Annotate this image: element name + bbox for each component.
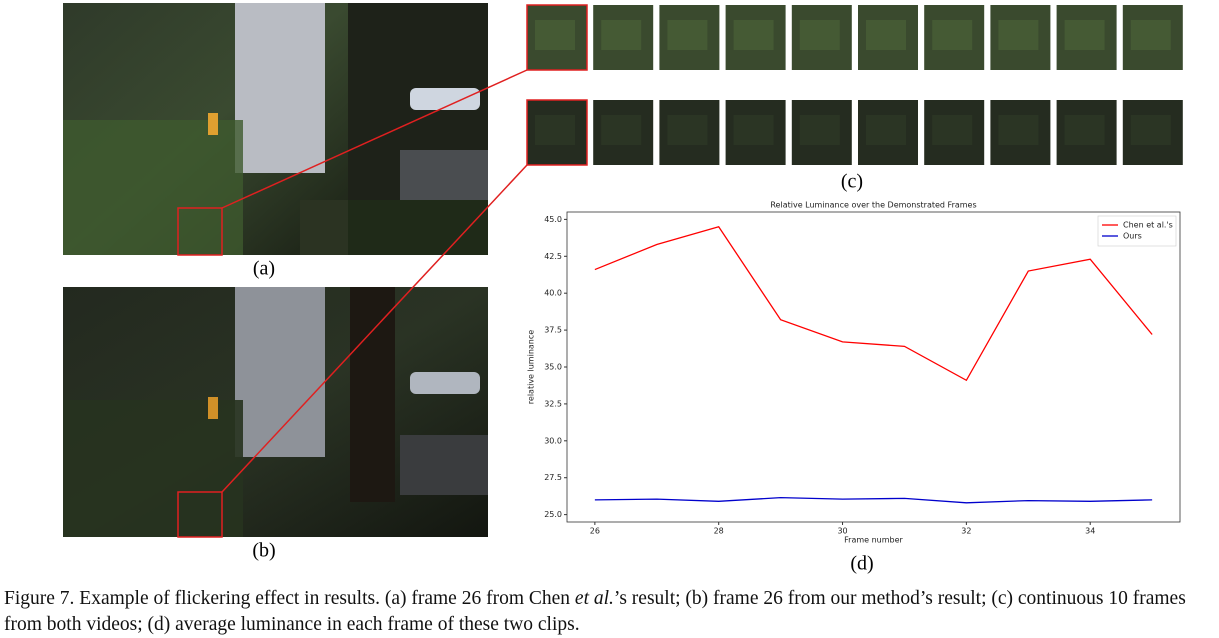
photo-b: [63, 287, 488, 537]
thumbnail-detail: [535, 20, 575, 50]
thumbnail-detail: [866, 115, 906, 145]
panel-label: (c): [841, 171, 863, 193]
legend-label: Chen et al.'s: [1123, 221, 1173, 230]
caption-italic: et al.: [574, 588, 614, 609]
thumbnail-detail: [733, 20, 774, 50]
caption: Figure 7. Example of flickering effect i…: [4, 586, 1216, 638]
x-tick-label: 30: [837, 527, 847, 536]
y-tick-label: 45.0: [544, 215, 562, 224]
connector: [221, 69, 528, 209]
thumbnail-detail: [601, 115, 642, 145]
y-tick-label: 32.5: [544, 399, 562, 408]
connector: [221, 164, 528, 493]
thumbnail-detail: [799, 115, 840, 145]
x-tick-label: 32: [961, 527, 971, 536]
x-axis-label: Frame number: [844, 536, 903, 545]
thumbnail-detail: [733, 115, 774, 145]
series-line: [594, 496, 1153, 504]
chart-title: Relative Luminance over the Demonstrated…: [770, 201, 976, 210]
thumbnail-detail: [667, 115, 708, 145]
caption-text: Figure 7. Example of flickering effect i…: [4, 588, 575, 609]
thumbnail-detail: [932, 20, 973, 50]
thumbnail-detail: [998, 20, 1039, 50]
crop-box: [177, 491, 223, 538]
thumbnail-detail: [601, 20, 642, 50]
y-tick-label: 25.0: [544, 510, 562, 519]
thumbnail-detail: [799, 20, 840, 50]
photo-a: [63, 3, 395, 255]
thumbnail-detail: [866, 20, 906, 50]
thumbnail-detail: [1130, 20, 1171, 50]
caption-text: ’s result; (b) frame 26 from our method’…: [4, 588, 1186, 635]
series-line: [594, 226, 1153, 382]
panel-label: (d): [850, 553, 873, 575]
thumbnail-highlight: [526, 99, 588, 166]
thumbnail-highlight: [526, 4, 588, 71]
legend-label: Ours: [1123, 232, 1142, 241]
panel-label: (a): [253, 258, 275, 280]
chart: Relative Luminance over the Demonstrated…: [527, 201, 1181, 545]
thumbnail-detail: [535, 115, 575, 145]
thumbnail-detail: [1130, 115, 1171, 145]
y-tick-label: 30.0: [544, 436, 562, 445]
photo-a-right: [348, 3, 488, 255]
x-tick-label: 34: [1085, 527, 1095, 536]
plot-frame: [566, 211, 1181, 523]
panel-label: (b): [252, 540, 275, 562]
thumbnail-detail: [667, 20, 708, 50]
y-axis-label: relative luminance: [527, 330, 536, 404]
figure: (a) (b) (c) (d) Relative Luminance over …: [63, 3, 1183, 575]
thumbnail-detail: [1064, 20, 1105, 50]
y-tick-label: 37.5: [544, 326, 562, 335]
crop-box: [177, 207, 223, 256]
thumbnail-detail: [932, 115, 973, 145]
legend-box: [1097, 215, 1177, 247]
y-tick-label: 42.5: [544, 252, 562, 261]
y-tick-label: 35.0: [544, 363, 562, 372]
thumbnails: [526, 4, 1183, 166]
y-tick-label: 40.0: [544, 289, 562, 298]
thumbnail-detail: [1064, 115, 1105, 145]
thumbnail-detail: [998, 115, 1039, 145]
y-tick-label: 27.5: [544, 473, 562, 482]
x-tick-label: 26: [590, 527, 600, 536]
x-tick-label: 28: [714, 527, 724, 536]
